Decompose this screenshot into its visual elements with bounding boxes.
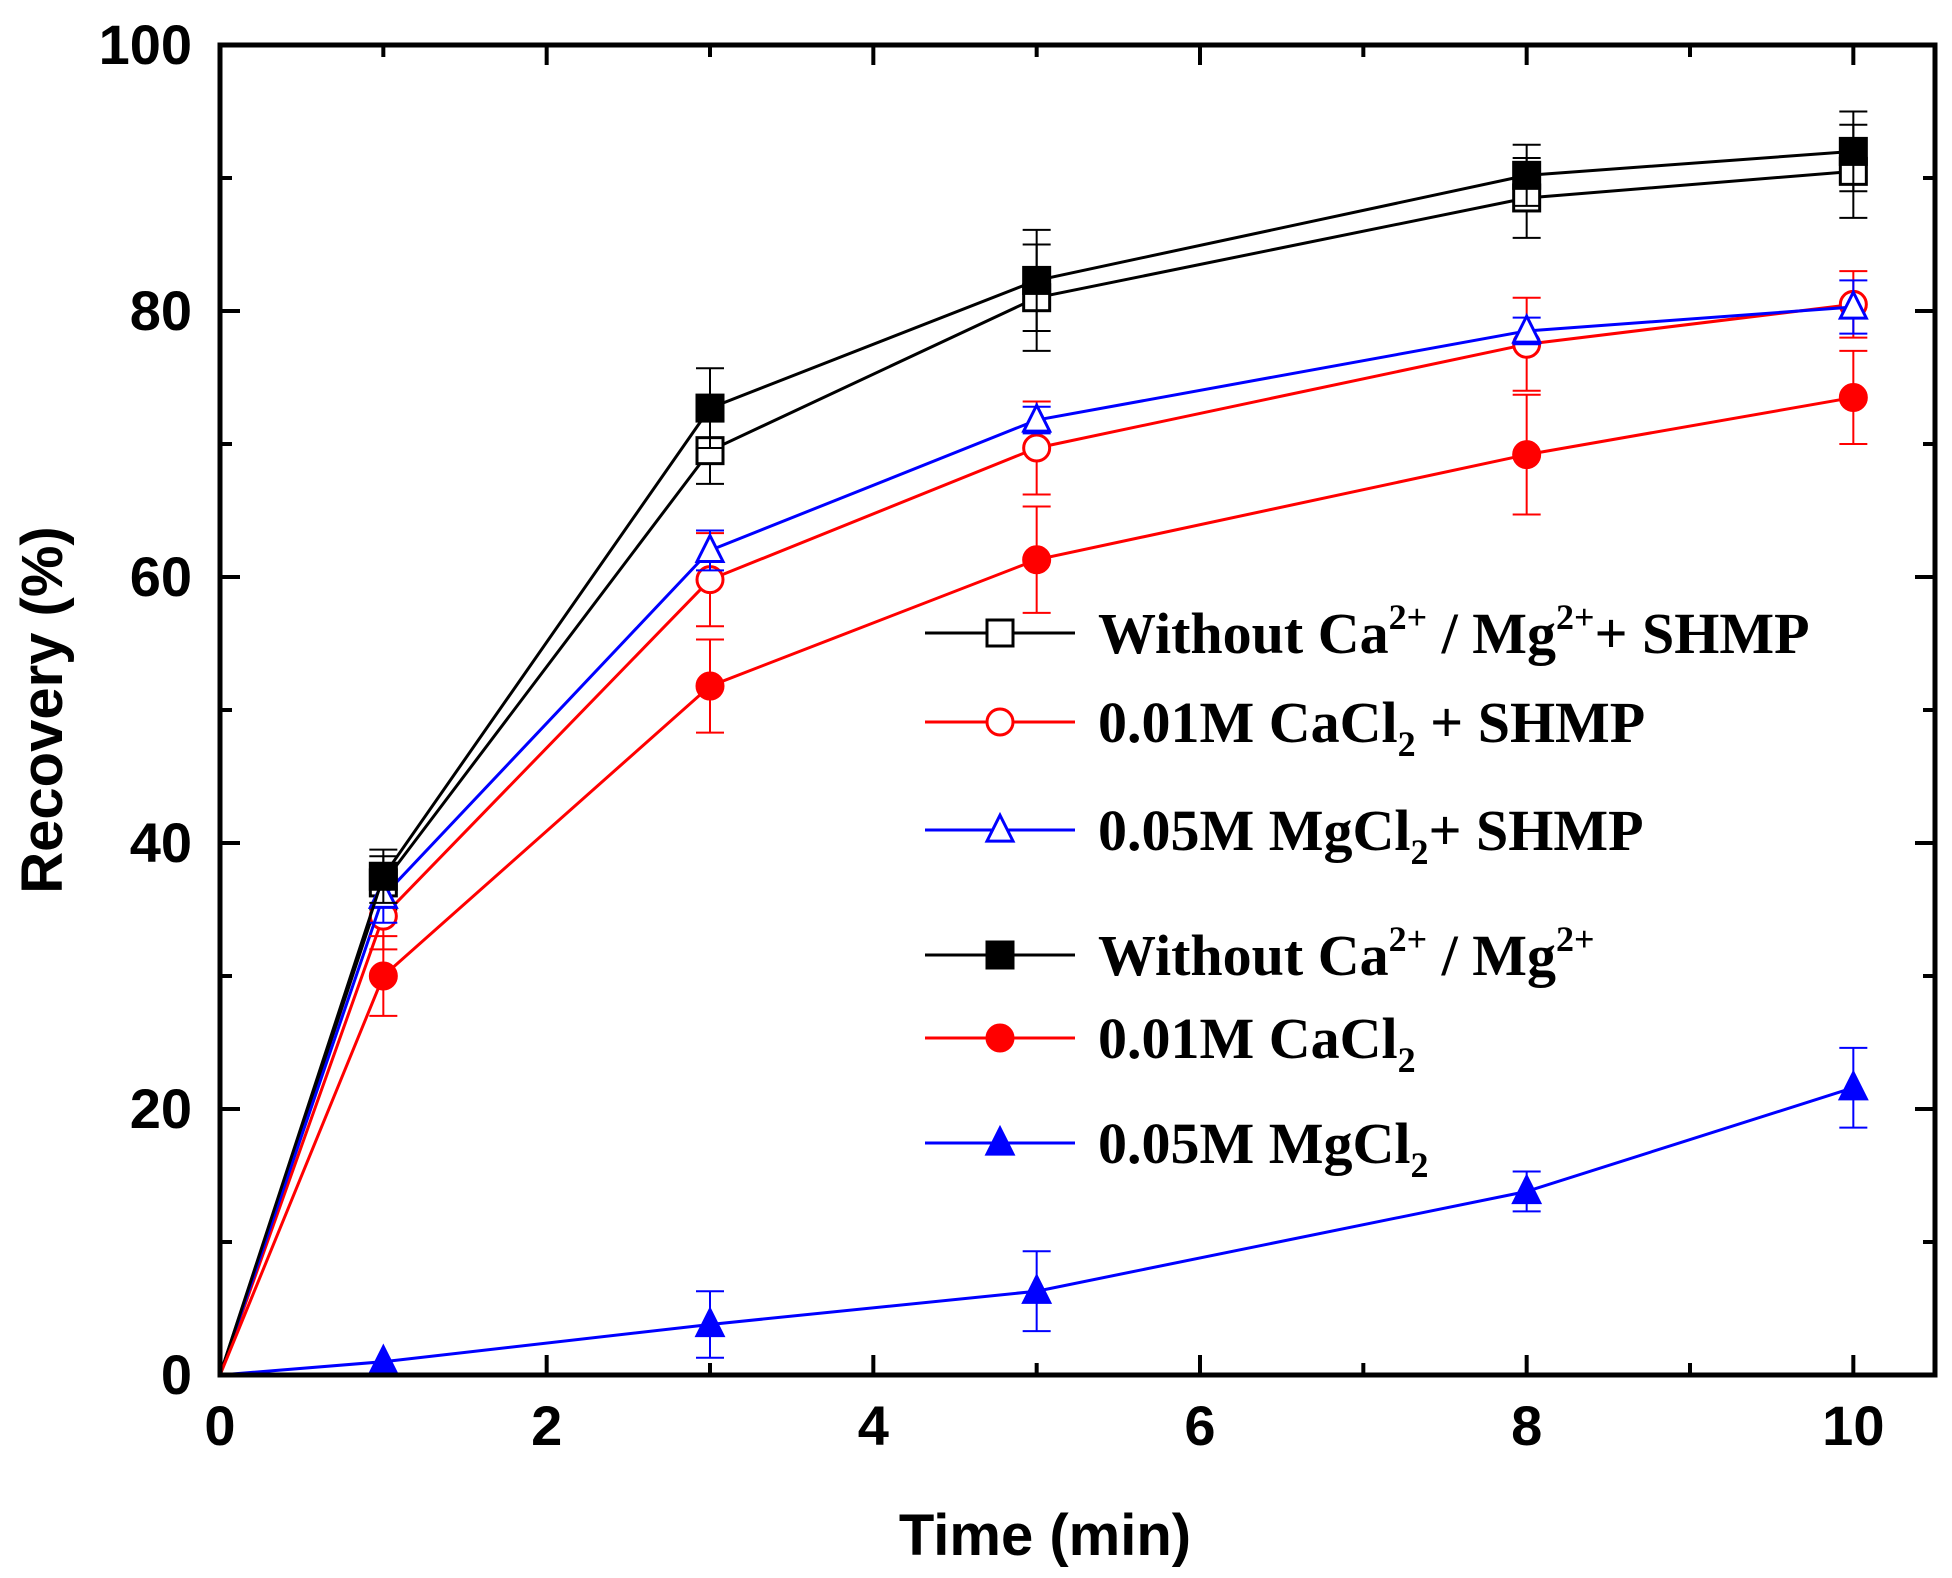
legend-text-main: Without Ca [1098,601,1389,666]
y-tick-label: 20 [130,1077,192,1140]
series-3 [218,279,1869,1376]
legend-superscript: 2+ [1556,597,1595,637]
legend-subscript: 2 [1398,1040,1416,1080]
data-point [695,671,725,701]
y-tick-label: 0 [161,1343,192,1406]
x-axis-title: Time (min) [899,1503,1191,1568]
legend-label: 0.01M CaCl2 + SHMP [1098,690,1645,764]
legend-text-main: + SHMP [1429,798,1644,863]
data-point [368,961,398,991]
legend-marker [985,940,1015,970]
y-tick-label: 80 [130,279,192,342]
series-5 [218,349,1868,1376]
data-point [1837,1069,1869,1101]
data-point [694,1306,726,1338]
legend-text-main: 0.05M MgCl [1098,798,1411,863]
data-point [1022,433,1052,463]
data-point [1511,312,1543,344]
data-point [1837,288,1869,320]
data-point [1512,160,1542,190]
legend-marker [985,618,1015,648]
legend-entry-4: Without Ca2+ / Mg2+ [925,919,1595,988]
legend-text-main: + SHMP [1416,690,1646,755]
legend-label: Without Ca2+ / Mg2+ [1098,919,1595,988]
data-point [695,393,725,423]
x-tick-label: 2 [531,1394,562,1457]
legend-text-main: 0.01M CaCl [1098,690,1398,755]
legend-text-main: 0.05M MgCl [1098,1111,1411,1176]
data-point [1022,265,1052,295]
series-line [219,1086,1854,1377]
legend-text-main: + SHMP [1595,601,1810,666]
legend-entry-6: 0.05M MgCl2 [925,1111,1429,1185]
legend-text-main: 0.01M CaCl [1098,1006,1398,1071]
data-point [1511,1173,1543,1205]
series-line [218,395,1854,1376]
x-tick-label: 8 [1511,1394,1542,1457]
series-line [218,149,1854,1376]
series-layer [218,110,1869,1377]
data-point [1838,382,1868,412]
series-4 [218,110,1868,1376]
data-point [1021,1273,1053,1304]
series-6 [219,1046,1869,1377]
legend-subscript: 2 [1398,724,1416,764]
y-tick-label: 60 [130,545,192,608]
data-point [1512,440,1542,470]
legend-text-main: / Mg [1427,601,1556,666]
data-point [1838,136,1868,166]
series-line [218,302,1854,1376]
x-tick-label: 6 [1184,1394,1215,1457]
legend-marker [985,707,1015,737]
legend-label: Without Ca2+ / Mg2++ SHMP [1098,597,1810,666]
data-point [368,861,398,891]
y-tick-label: 40 [130,811,192,874]
y-axis-title: Recovery (%) [10,526,75,893]
legend-text-main: Without Ca [1098,923,1389,988]
legend-entry-5: 0.01M CaCl2 [925,1006,1416,1080]
legend-marker [985,1023,1015,1053]
legend-entry-1: Without Ca2+ / Mg2++ SHMP [925,597,1810,666]
legend-marker [984,811,1016,843]
y-tick-label: 100 [99,13,192,76]
legend-label: 0.05M MgCl2 [1098,1111,1429,1185]
legend-superscript: 2+ [1556,919,1595,959]
legend-subscript: 2 [1411,1145,1429,1185]
legend-marker [984,1124,1016,1156]
plot-frame [217,42,1938,1378]
legend-superscript: 2+ [1389,597,1428,637]
legend-text-main: / Mg [1427,923,1556,988]
legend-label: 0.05M MgCl2+ SHMP [1098,798,1644,872]
legend-entry-3: 0.05M MgCl2+ SHMP [925,798,1644,872]
series-line [218,305,1854,1376]
legend-entry-2: 0.01M CaCl2 + SHMP [925,690,1645,764]
data-point [1022,545,1052,575]
x-tick-label: 10 [1822,1394,1884,1457]
x-tick-label: 4 [858,1394,889,1457]
data-point [694,532,726,564]
x-tick-label: 0 [204,1394,235,1457]
legend-subscript: 2 [1411,832,1429,872]
legend-superscript: 2+ [1389,919,1428,959]
data-point [1021,401,1053,433]
legend-label: 0.01M CaCl2 [1098,1006,1416,1080]
series-line [218,169,1854,1376]
